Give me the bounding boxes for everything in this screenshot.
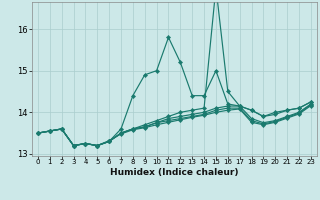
X-axis label: Humidex (Indice chaleur): Humidex (Indice chaleur) [110, 168, 239, 177]
